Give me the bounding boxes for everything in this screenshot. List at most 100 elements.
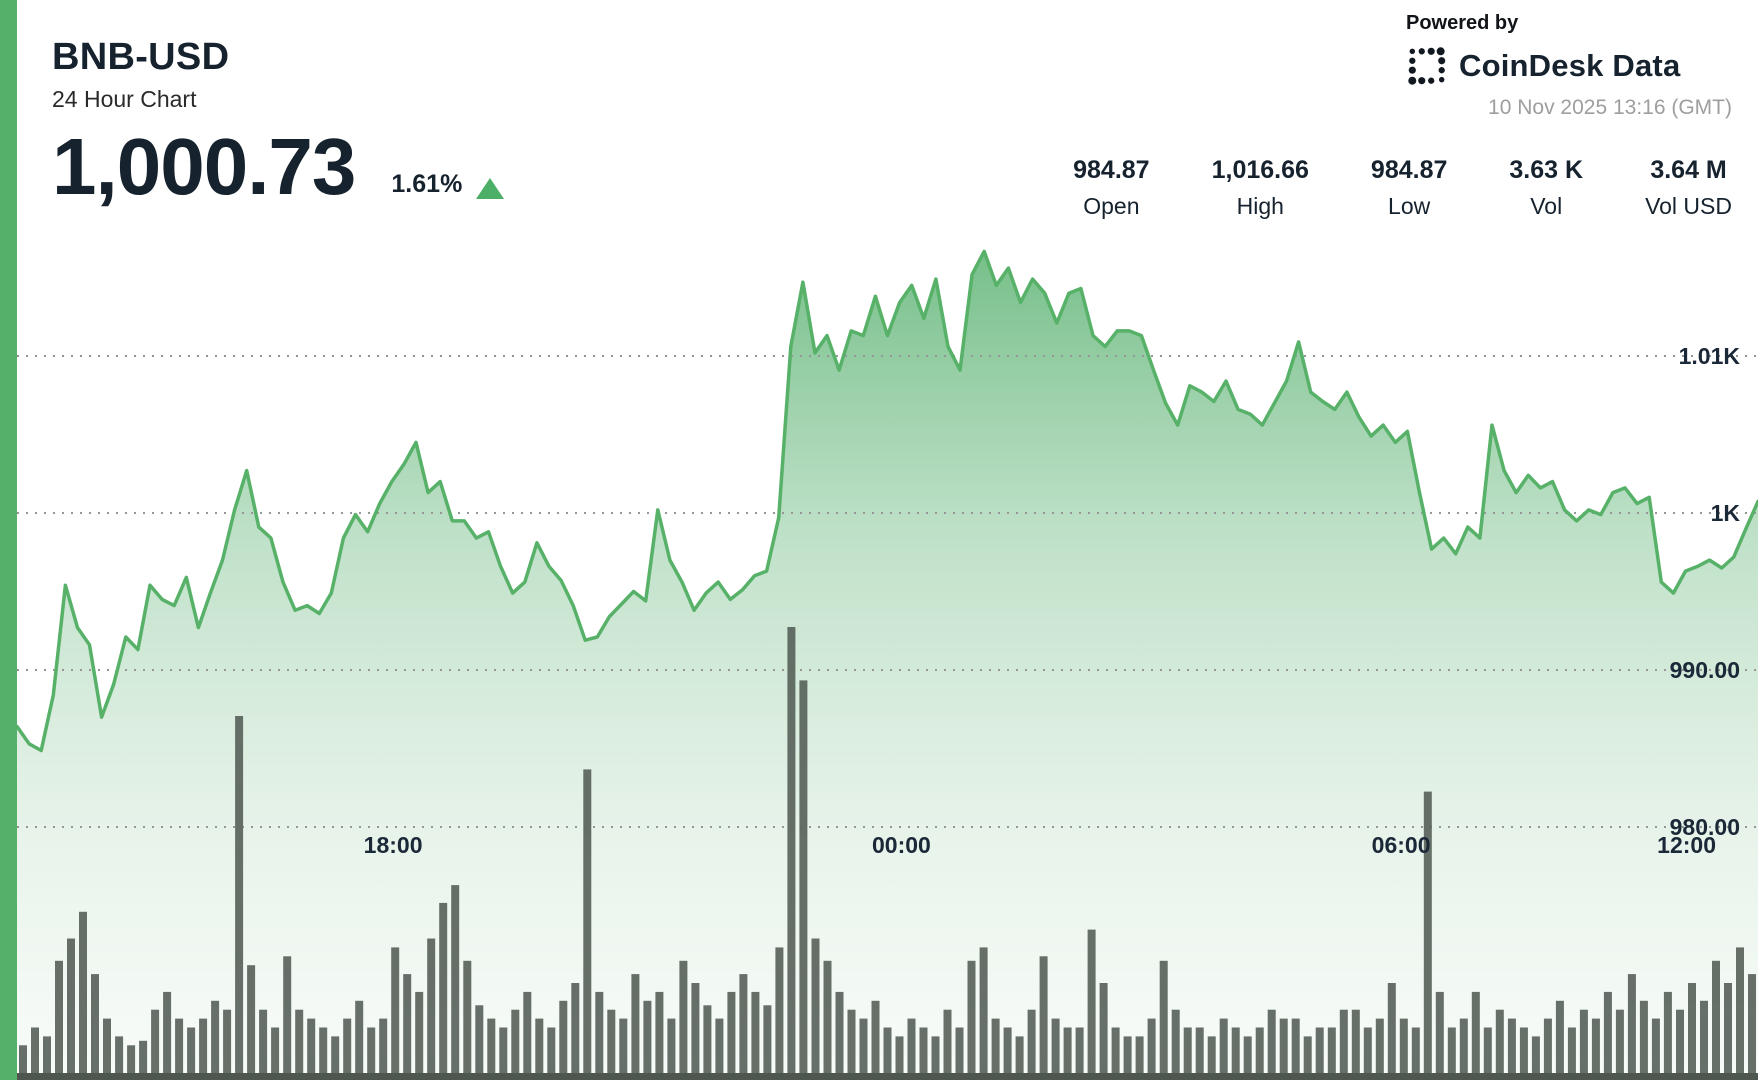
volume-bar (1111, 1027, 1120, 1080)
volume-bar (1724, 983, 1732, 1080)
volume-bar (979, 947, 988, 1080)
volume-bar (1027, 1009, 1036, 1080)
volume-bar (343, 1018, 352, 1080)
stat-high-label: High (1236, 193, 1284, 219)
volume-bar (1495, 1009, 1504, 1080)
volume-bar (703, 1005, 712, 1080)
powered-by-label: Powered by (1406, 12, 1519, 34)
x-axis-label: 00:00 (872, 832, 931, 858)
volume-bar (79, 911, 87, 1080)
volume-bar (1375, 1018, 1384, 1080)
current-price: 1,000.73 (52, 122, 356, 211)
volume-bar (1015, 1036, 1024, 1080)
volume-bar (1712, 960, 1720, 1080)
volume-bar (1183, 1027, 1192, 1080)
volume-bar (883, 1027, 892, 1080)
volume-bar (583, 769, 592, 1080)
up-arrow-icon (476, 178, 505, 199)
volume-bar (439, 902, 448, 1080)
volume-bar (43, 1036, 51, 1080)
stat-volume-value: 3.63 K (1509, 156, 1584, 184)
volume-bar (307, 1018, 316, 1080)
volume-bar (1231, 1027, 1240, 1080)
volume-bar (1219, 1018, 1228, 1080)
volume-baseline (17, 1073, 1758, 1080)
volume-bar (631, 974, 640, 1080)
stat-open: 984.87 Open (1073, 156, 1149, 220)
volume-bar (235, 716, 244, 1080)
volume-bar (547, 1027, 556, 1080)
volume-bar (1099, 983, 1108, 1080)
volume-bar (991, 1018, 1000, 1080)
volume-bar (1063, 1027, 1072, 1080)
volume-bar (1483, 1027, 1492, 1080)
stat-volume-usd-label: Vol USD (1645, 193, 1732, 219)
price-change-percent: 1.61% (391, 170, 463, 198)
volume-bar (1279, 1018, 1288, 1080)
volume-bar (1171, 1009, 1180, 1080)
volume-bar (379, 1018, 388, 1080)
volume-bar (271, 1027, 280, 1080)
volume-bar (1135, 1036, 1144, 1080)
volume-bar (763, 1005, 772, 1080)
volume-bar (1303, 1036, 1312, 1080)
volume-bar (19, 1045, 27, 1080)
volume-bar (787, 627, 796, 1080)
volume-bar (1435, 991, 1444, 1080)
chart-subtitle: 24 Hour Chart (52, 86, 197, 112)
volume-bar (1543, 1018, 1552, 1080)
volume-bar (1087, 929, 1096, 1080)
volume-bar (919, 1027, 928, 1080)
volume-bar (1579, 1009, 1588, 1080)
left-accent-stripe (0, 0, 17, 1080)
volume-bar (535, 1018, 544, 1080)
volume-bar (1075, 1027, 1084, 1080)
price-area-fill (17, 251, 1758, 1080)
volume-bar (1363, 1027, 1372, 1080)
volume-bar (1519, 1027, 1528, 1080)
volume-bar (823, 960, 832, 1080)
stat-low: 984.87 Low (1371, 156, 1447, 220)
volume-bar (1748, 974, 1756, 1080)
volume-bar (175, 1018, 184, 1080)
volume-bar (1603, 991, 1612, 1080)
volume-bar (715, 1018, 724, 1080)
volume-bar (1591, 1018, 1600, 1080)
volume-bar (391, 947, 400, 1080)
volume-bar (727, 991, 736, 1080)
volume-bar (283, 956, 292, 1080)
stat-open-label: Open (1083, 193, 1140, 219)
volume-bar (1399, 1018, 1408, 1080)
coindesk-logo[interactable]: CoinDesk Data (1406, 45, 1732, 87)
branding-block: Powered by CoinDesk Data 10 Nov 2025 13:… (1406, 12, 1732, 120)
stat-low-label: Low (1388, 193, 1431, 219)
volume-bar (1255, 1027, 1264, 1080)
volume-bar (607, 1009, 616, 1080)
volume-bar (55, 960, 63, 1080)
volume-bar (487, 1018, 496, 1080)
volume-bar (1471, 991, 1480, 1080)
volume-bar (523, 991, 532, 1080)
stat-open-value: 984.87 (1073, 156, 1150, 184)
volume-bar (1555, 1000, 1564, 1080)
volume-bar (139, 1040, 148, 1080)
volume-bar (595, 991, 604, 1080)
pair-title: BNB-USD (52, 36, 230, 78)
volume-bar (1387, 983, 1396, 1080)
volume-bar (859, 1018, 868, 1080)
volume-bar (1051, 1018, 1060, 1080)
volume-bar (1291, 1018, 1300, 1080)
volume-bar (247, 965, 256, 1080)
volume-bar (1459, 1018, 1468, 1080)
volume-bar (955, 1027, 964, 1080)
volume-bar (1615, 1009, 1624, 1080)
coindesk-logo-icon (1408, 47, 1446, 85)
volume-bar (223, 1009, 232, 1080)
volume-bar (1351, 1009, 1360, 1080)
volume-bar (1423, 791, 1432, 1080)
volume-bar (259, 1009, 268, 1080)
volume-bar (1700, 1000, 1708, 1080)
volume-bar (1327, 1027, 1336, 1080)
